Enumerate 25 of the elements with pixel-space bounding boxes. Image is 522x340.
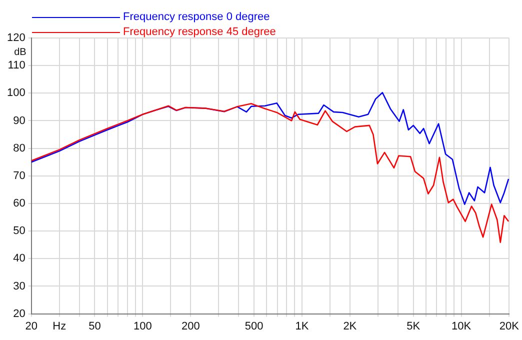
y-tick-label: 40 — [13, 252, 26, 265]
x-tick-label: 100 — [134, 320, 152, 332]
x-tick-label: 5K — [406, 320, 421, 332]
y-tick-label: 120 — [6, 32, 26, 44]
y-axis-title: dB — [14, 46, 27, 58]
text: Frequency response 45 degree — [123, 25, 276, 40]
y-tick-label: 30 — [13, 280, 26, 292]
x-tick-label: 2K — [343, 320, 358, 332]
x-tick-label: Hz — [52, 320, 66, 332]
x-tick-label: 20K — [499, 320, 520, 332]
x-tick-label: 10K — [451, 320, 472, 332]
y-tick-label: 60 — [13, 198, 26, 210]
y-tick-label: 70 — [13, 170, 26, 182]
x-tick-label: 500 — [244, 320, 264, 332]
y-tick-label: 90 — [13, 114, 26, 127]
y-tick-label: 80 — [13, 142, 26, 154]
x-tick-label: 20 — [25, 320, 38, 332]
x-tick-label: 200 — [181, 320, 200, 332]
text: Frequency response 0 degree — [123, 10, 270, 25]
y-tick-label: 50 — [13, 225, 26, 238]
y-tick-label: 110 — [8, 60, 26, 72]
y-tick-label: 100 — [6, 87, 26, 100]
y-tick-label: 20 — [13, 308, 26, 320]
x-tick-label: 50 — [88, 320, 101, 332]
x-tick-label: 1K — [295, 320, 310, 332]
